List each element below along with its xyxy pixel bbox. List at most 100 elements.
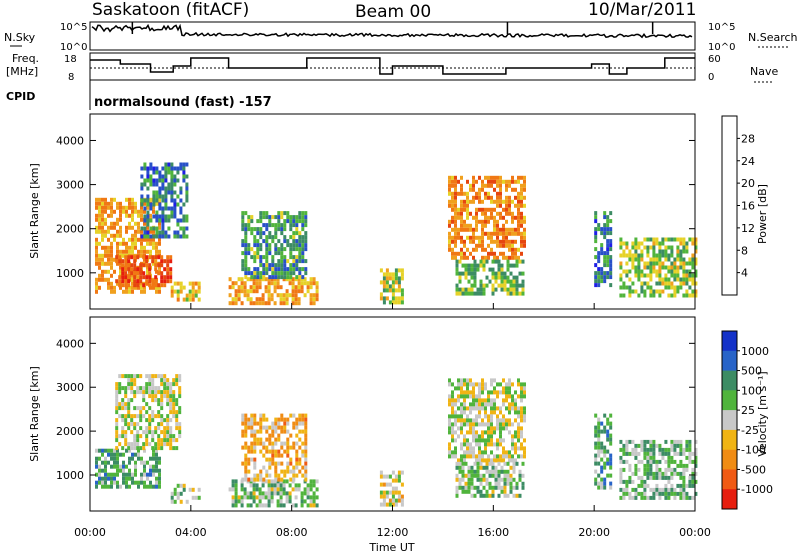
data-cell — [460, 247, 463, 252]
data-cell — [309, 487, 313, 492]
data-cell — [517, 410, 520, 415]
data-cell — [285, 491, 289, 496]
data-cell — [490, 398, 493, 403]
data-cell — [157, 374, 161, 379]
data-cell — [603, 215, 607, 220]
data-cell — [274, 275, 278, 280]
data-cell — [134, 480, 137, 485]
data-cell — [125, 213, 128, 218]
data-cell — [694, 479, 698, 484]
data-cell — [481, 430, 484, 435]
data-cell — [484, 255, 487, 260]
data-cell — [301, 255, 305, 260]
data-cell — [265, 239, 269, 244]
data-cell — [388, 498, 392, 503]
data-cell — [484, 410, 487, 415]
data-cell — [283, 441, 287, 446]
data-cell — [458, 485, 462, 490]
data-cell — [101, 209, 104, 214]
data-cell — [113, 197, 116, 202]
data-cell — [228, 293, 232, 298]
data-cell — [463, 378, 466, 383]
data-cell — [475, 414, 478, 419]
data-cell — [493, 390, 496, 395]
data-cell — [664, 265, 668, 270]
colorbar-tick-label: 12 — [741, 222, 755, 235]
data-cell — [119, 261, 122, 266]
data-cell — [506, 477, 510, 482]
data-cell — [520, 219, 523, 224]
data-cell — [130, 386, 134, 391]
data-cell — [315, 281, 319, 286]
data-cell — [231, 281, 235, 286]
data-cell — [172, 378, 176, 383]
data-cell — [113, 452, 116, 457]
data-cell — [609, 425, 613, 430]
data-cell — [478, 402, 481, 407]
data-cell — [631, 253, 635, 258]
data-cell — [511, 406, 514, 411]
data-cell — [304, 445, 308, 450]
data-cell — [594, 231, 598, 236]
data-cell — [259, 477, 263, 482]
data-cell — [282, 487, 286, 492]
data-cell — [514, 187, 517, 192]
data-cell — [128, 476, 131, 481]
data-cell — [649, 475, 653, 480]
data-cell — [130, 398, 134, 403]
data-cell — [397, 498, 401, 503]
data-cell — [484, 442, 487, 447]
data-cell — [379, 292, 383, 297]
data-cell — [517, 454, 520, 459]
data-cell — [609, 271, 613, 276]
data-cell — [256, 437, 260, 442]
data-cell — [152, 241, 155, 246]
data-cell — [515, 283, 519, 288]
data-cell — [637, 443, 641, 448]
data-cell — [140, 249, 143, 254]
data-cell — [274, 473, 278, 478]
data-cell — [139, 414, 143, 419]
data-cell — [688, 237, 692, 242]
data-cell — [158, 241, 161, 246]
data-cell — [658, 253, 662, 258]
data-cell — [676, 439, 680, 444]
data-cell — [130, 374, 134, 379]
data-cell — [133, 267, 137, 272]
data-cell — [597, 473, 601, 478]
data-cell — [655, 491, 659, 496]
data-cell — [649, 245, 653, 250]
data-cell — [131, 277, 134, 282]
data-cell — [127, 279, 131, 284]
data-cell — [136, 279, 140, 284]
data-cell — [161, 166, 165, 171]
data-cell — [494, 477, 498, 482]
data-cell — [298, 255, 302, 260]
data-cell — [95, 229, 98, 234]
data-cell — [244, 429, 248, 434]
data-cell — [606, 449, 610, 454]
data-cell — [185, 186, 189, 191]
data-cell — [247, 461, 251, 466]
data-cell — [280, 227, 284, 232]
data-cell — [458, 279, 462, 284]
data-cell — [166, 398, 170, 403]
data-cell — [127, 382, 131, 387]
data-cell — [496, 458, 499, 463]
data-cell — [466, 414, 469, 419]
data-cell — [176, 495, 180, 500]
data-cell — [107, 277, 110, 282]
data-cell — [523, 454, 526, 459]
data-cell — [490, 215, 493, 220]
data-cell — [487, 398, 490, 403]
data-cell — [297, 289, 301, 294]
data-cell — [104, 480, 107, 485]
data-cell — [244, 453, 248, 458]
data-cell — [110, 476, 113, 481]
data-cell — [391, 296, 395, 301]
data-cell — [169, 279, 173, 284]
data-cell — [152, 202, 156, 207]
data-cell — [145, 386, 149, 391]
data-cell — [252, 281, 256, 286]
data-cell — [157, 398, 161, 403]
